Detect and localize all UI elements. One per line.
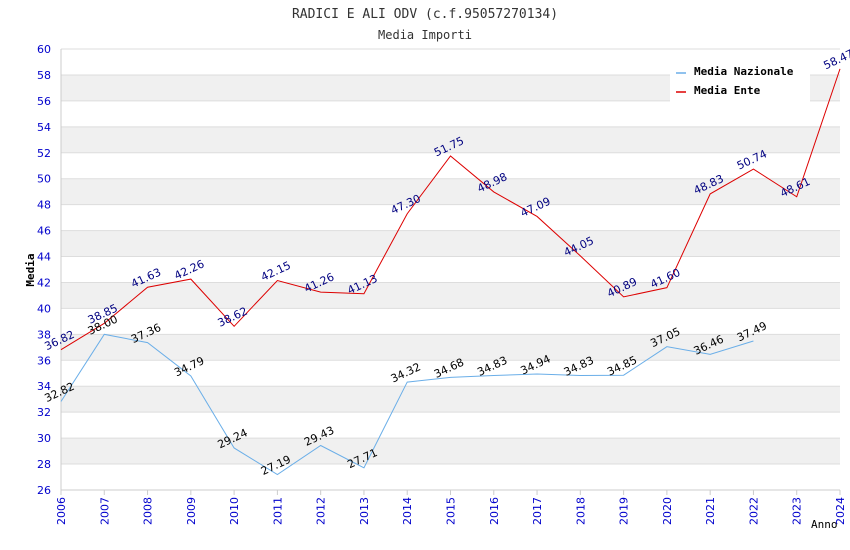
x-tick-label: 2010 xyxy=(228,497,241,525)
legend-box xyxy=(670,60,810,102)
y-tick-label: 42 xyxy=(37,276,51,289)
x-tick-label: 2020 xyxy=(661,497,674,525)
y-tick-label: 60 xyxy=(37,43,51,56)
x-tick-label: 2008 xyxy=(142,497,155,525)
y-tick-label: 44 xyxy=(37,251,51,264)
y-tick-label: 26 xyxy=(37,484,51,497)
x-tick-label: 2006 xyxy=(55,497,68,525)
grid-band xyxy=(61,230,840,257)
y-tick-label: 46 xyxy=(37,225,51,238)
x-tick-label: 2014 xyxy=(401,497,414,525)
y-tick-label: 50 xyxy=(37,173,51,186)
y-tick-label: 36 xyxy=(37,354,51,367)
grid-band xyxy=(61,178,840,205)
grid-band xyxy=(61,282,840,309)
y-axis-label: Media xyxy=(24,253,37,286)
y-tick-label: 58 xyxy=(37,69,51,82)
x-tick-label: 2007 xyxy=(98,497,111,525)
x-tick-label: 2019 xyxy=(618,497,631,525)
y-tick-label: 54 xyxy=(37,121,51,134)
series-lines xyxy=(60,68,841,476)
x-tick-label: 2017 xyxy=(531,497,544,525)
x-tick-label: 2022 xyxy=(747,497,760,525)
x-tick-label: 2024 xyxy=(834,497,847,525)
x-tick-label: 2023 xyxy=(791,497,804,525)
chart-subtitle: Media Importi xyxy=(378,28,472,42)
grid-band xyxy=(61,386,840,413)
y-tick-label: 28 xyxy=(37,458,51,471)
data-label: 42.15 xyxy=(259,259,293,284)
legend-label-ente: Media Ente xyxy=(694,84,761,97)
grid-band xyxy=(61,126,840,153)
x-tick-label: 2009 xyxy=(185,497,198,525)
y-axis-ticks: 26 28 30 32 34 36 38 40 42 44 46 48 50 52 54 56 58 60 xyxy=(37,43,51,497)
data-label: 34.32 xyxy=(389,360,423,385)
x-tick-label: 2013 xyxy=(358,497,371,525)
x-axis-label: Anno xyxy=(811,518,838,531)
grid-band xyxy=(61,334,840,361)
y-tick-label: 40 xyxy=(37,302,51,315)
y-tick-label: 56 xyxy=(37,95,51,108)
grid-band xyxy=(61,438,840,465)
chart-title: RADICI E ALI ODV (c.f.95057270134) xyxy=(292,7,558,22)
y-tick-label: 30 xyxy=(37,432,51,445)
y-tick-label: 38 xyxy=(37,328,51,341)
y-tick-label: 34 xyxy=(37,380,51,393)
x-tick-label: 2021 xyxy=(704,497,717,525)
y-tick-label: 48 xyxy=(37,199,51,212)
x-tick-label: 2011 xyxy=(271,497,284,525)
x-tick-label: 2012 xyxy=(315,497,328,525)
x-axis-ticks: 2006 2007 2008 2009 2010 2011 2012 2013 2014 2015… xyxy=(55,490,847,525)
series-line-media-nazionale xyxy=(60,333,754,476)
legend: Media Nazionale Media Ente xyxy=(670,60,810,102)
x-tick-label: 2018 xyxy=(574,497,587,525)
y-tick-label: 32 xyxy=(37,406,51,419)
grid-bands xyxy=(61,74,840,465)
legend-label-nazionale: Media Nazionale xyxy=(694,65,794,78)
x-tick-label: 2016 xyxy=(488,497,501,525)
data-label: 42.26 xyxy=(172,257,206,282)
x-tick-label: 2015 xyxy=(445,497,458,525)
data-label: 58.47 xyxy=(821,47,850,72)
series-line-media-ente xyxy=(60,68,841,351)
y-tick-label: 52 xyxy=(37,147,51,160)
